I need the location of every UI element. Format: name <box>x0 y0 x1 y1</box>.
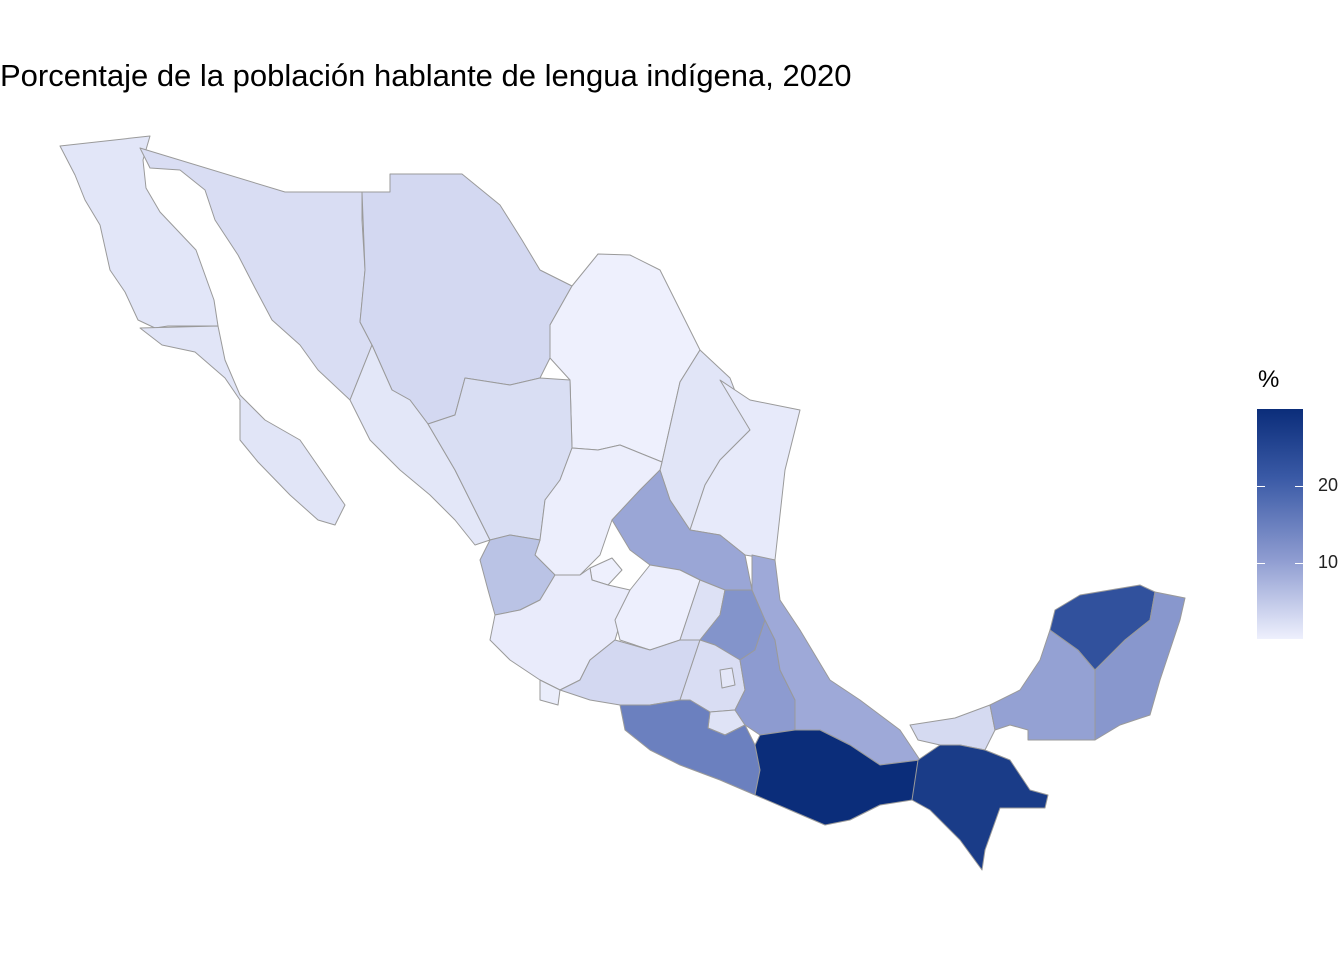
state-chiapas[interactable] <box>911 744 1049 871</box>
state-zacatecas[interactable] <box>534 444 663 576</box>
legend-colorbar <box>1257 409 1303 639</box>
state-colima[interactable] <box>539 679 561 706</box>
legend-title: % <box>1258 366 1280 393</box>
legend-tick-20-left <box>1257 486 1265 487</box>
state-quintana-roo[interactable] <box>1094 591 1186 741</box>
state-guerrero[interactable] <box>619 699 761 796</box>
state-baja-california-sur[interactable] <box>139 325 346 526</box>
state-baja-california[interactable] <box>59 135 219 329</box>
legend-label-10: 10 <box>1318 552 1339 572</box>
state-cdmx[interactable] <box>719 667 736 689</box>
state-sonora[interactable] <box>139 147 373 401</box>
legend-tick-20-right <box>1295 486 1303 487</box>
chart-title: Porcentaje de la población hablante de l… <box>0 58 852 93</box>
legend-label-20: 20 <box>1318 475 1339 495</box>
state-tabasco[interactable] <box>909 704 996 751</box>
legend-tick-10-right <box>1295 563 1303 564</box>
legend-tick-10-left <box>1257 563 1265 564</box>
